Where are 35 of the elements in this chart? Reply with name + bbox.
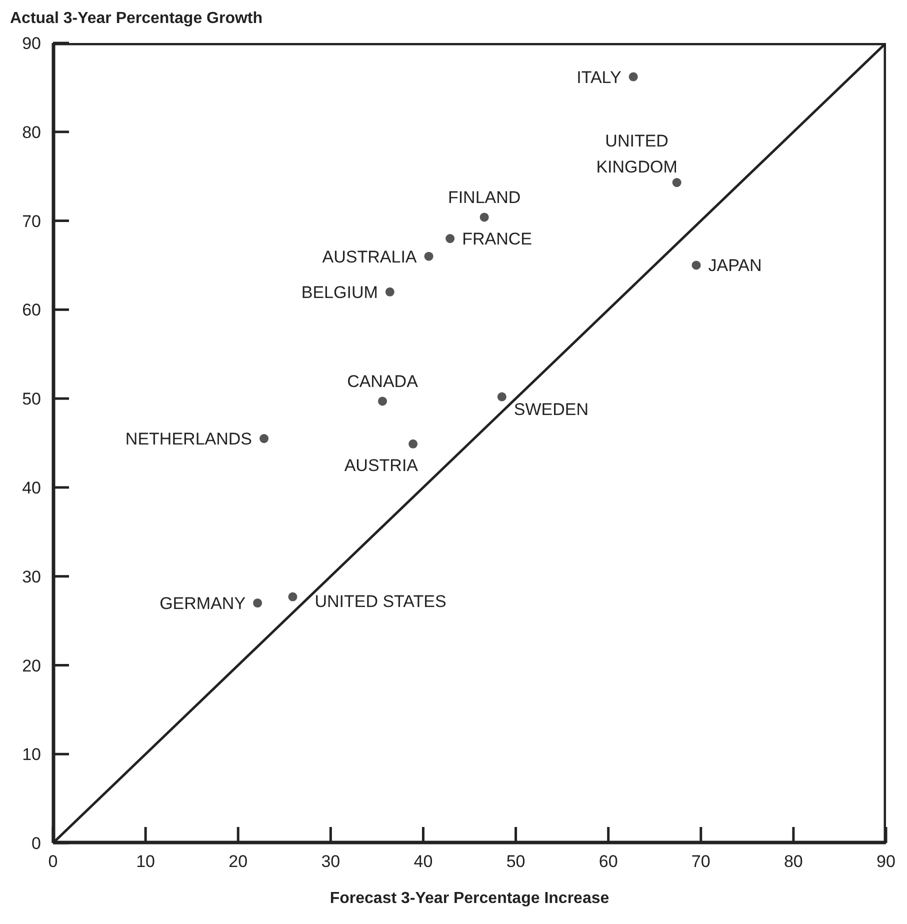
annotation: SWEDEN bbox=[514, 400, 589, 419]
y-tick-label: 60 bbox=[22, 300, 41, 320]
y-axis-title: Actual 3-Year Percentage Growth bbox=[10, 10, 263, 28]
annotation: AUSTRIA bbox=[344, 456, 419, 475]
y-tick-label: 10 bbox=[22, 745, 41, 764]
y-tick-label: 20 bbox=[22, 656, 41, 676]
annotation: AUSTRALIA bbox=[322, 247, 418, 266]
x-tick-label: 90 bbox=[876, 852, 896, 872]
x-tick-label: 0 bbox=[48, 852, 58, 872]
x-tick-label: 80 bbox=[784, 852, 803, 872]
annotation: UNITED STATES bbox=[314, 592, 446, 611]
x-tick-label: 40 bbox=[414, 852, 433, 872]
y-tick-label: 90 bbox=[22, 34, 41, 54]
annotation: ITALY bbox=[576, 68, 622, 87]
y-tick-label: 80 bbox=[22, 122, 41, 142]
x-tick-label: 20 bbox=[228, 852, 248, 872]
x-tick-label: 70 bbox=[691, 852, 710, 872]
annotation: NETHERLANDS bbox=[125, 430, 252, 449]
annotation: FINLAND bbox=[448, 188, 521, 208]
annotation: GERMANY bbox=[160, 594, 246, 613]
annotation: CANADA bbox=[347, 372, 419, 392]
x-tick-label: 60 bbox=[598, 852, 618, 872]
y-tick-label: 50 bbox=[22, 390, 41, 409]
x-tick-label: 30 bbox=[321, 852, 340, 872]
y-tick-label: 0 bbox=[32, 834, 41, 854]
annotation: BELGIUM bbox=[301, 282, 378, 302]
annotation: UNITED KINGDOM bbox=[596, 132, 678, 177]
y-tick-label: 30 bbox=[22, 567, 41, 586]
x-tick-label: 50 bbox=[506, 852, 526, 872]
y-tick-label: 40 bbox=[22, 478, 41, 498]
x-tick-label: 10 bbox=[136, 852, 156, 872]
annotation: JAPAN bbox=[708, 256, 762, 276]
annotation: FRANCE bbox=[462, 230, 532, 249]
y-tick-label: 70 bbox=[22, 212, 41, 231]
x-axis-title: Forecast 3-Year Percentage Increase bbox=[330, 890, 610, 907]
